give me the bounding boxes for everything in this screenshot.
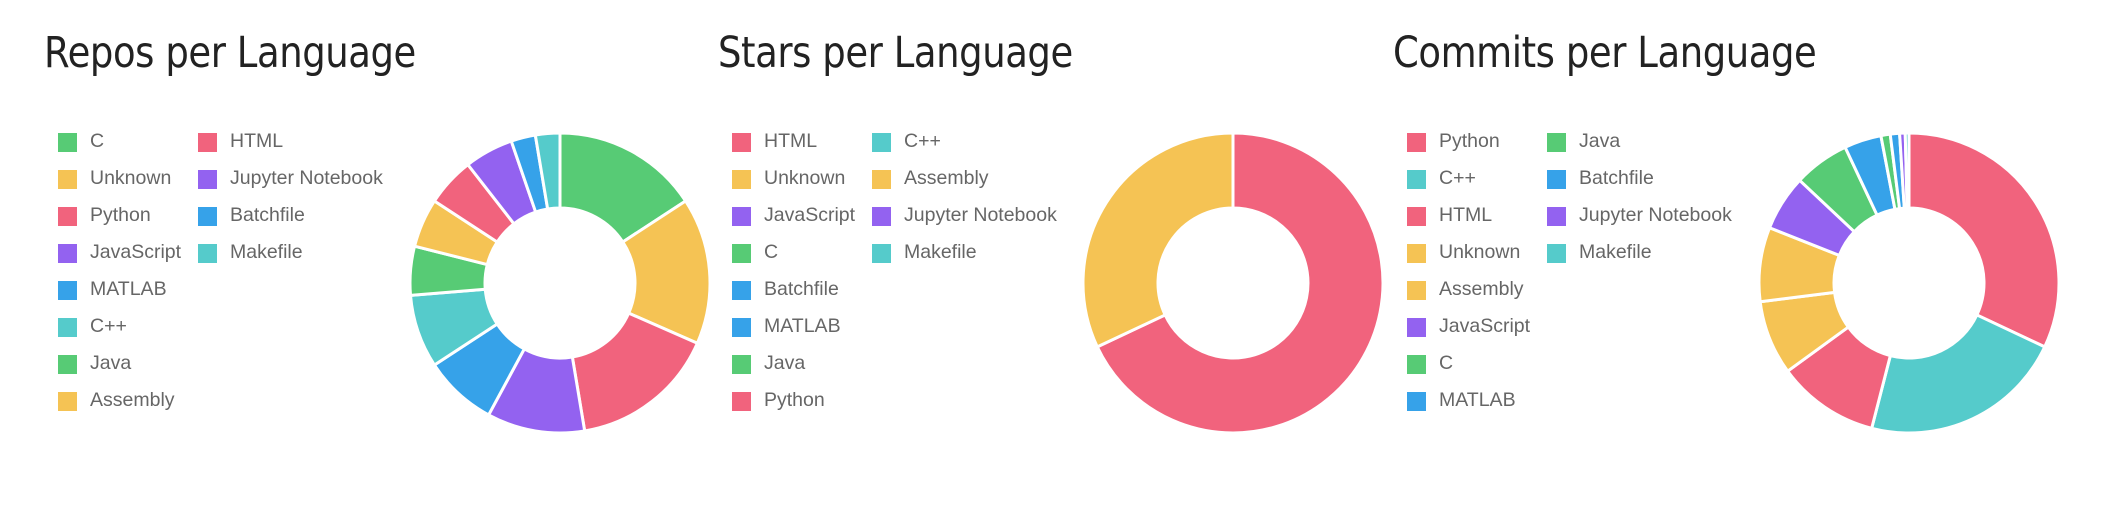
legend-swatch	[1407, 170, 1426, 189]
legend-swatch	[872, 170, 891, 189]
legend-swatch	[1407, 355, 1426, 374]
legend-label: Python	[90, 204, 151, 226]
legend-label: C++	[1439, 167, 1476, 189]
donut-slice-html[interactable]	[1095, 131, 1385, 435]
legend-swatch	[872, 207, 891, 226]
legend-label: Batchfile	[1579, 167, 1654, 189]
legend-swatch	[58, 355, 77, 374]
legend-swatch	[1547, 133, 1566, 152]
legend-label: Python	[1439, 130, 1500, 152]
donut-chart	[1757, 131, 2061, 435]
legend-swatch	[1547, 170, 1566, 189]
legend-label: Unknown	[764, 167, 846, 189]
legend-swatch	[198, 133, 217, 152]
legend-swatch	[198, 170, 217, 189]
legend-swatch	[58, 133, 77, 152]
legend-swatch	[58, 281, 77, 300]
legend-label: HTML	[1439, 204, 1493, 226]
legend-label: JavaScript	[764, 204, 856, 226]
legend-swatch	[1407, 244, 1426, 263]
legend-swatch	[198, 244, 217, 263]
legend-swatch	[58, 392, 77, 411]
legend-swatch	[732, 207, 751, 226]
legend-label: Assembly	[1439, 278, 1524, 300]
legend-label: HTML	[230, 130, 284, 152]
legend-label: C++	[904, 130, 941, 152]
legend-swatch	[872, 133, 891, 152]
legend-swatch	[732, 318, 751, 337]
legend-label: Makefile	[1579, 241, 1652, 263]
legend-swatch	[1407, 318, 1426, 337]
legend-label: Java	[1579, 130, 1621, 152]
legend-label: C	[1439, 352, 1454, 374]
legend-swatch	[58, 318, 77, 337]
donut-slice-unknown[interactable]	[1081, 131, 1235, 349]
donut-chart	[1081, 131, 1385, 435]
legend-swatch	[872, 244, 891, 263]
legend-label: Jupyter Notebook	[904, 204, 1057, 226]
stars-chart-panel: Stars per Language HTML Unknown JavaScript…	[674, 0, 1385, 506]
legend-swatch	[58, 170, 77, 189]
legend-label: Batchfile	[764, 278, 839, 300]
chart-title: Commits per Language	[1393, 28, 1817, 78]
legend-swatch	[732, 133, 751, 152]
legend-label: Unknown	[1439, 241, 1521, 263]
legend-label: Java	[90, 352, 132, 374]
legend-label: Java	[764, 352, 806, 374]
legend-label: C++	[90, 315, 127, 337]
legend-swatch	[198, 207, 217, 226]
legend-swatch	[1407, 281, 1426, 300]
legend-label: Python	[764, 389, 825, 411]
legend-swatch	[732, 281, 751, 300]
legend-label: Makefile	[230, 241, 303, 263]
legend-label: Batchfile	[230, 204, 305, 226]
legend-swatch	[732, 244, 751, 263]
commits-chart-panel: Commits per Language Python C++ HTML Unknow…	[1349, 0, 2061, 506]
legend-swatch	[1407, 207, 1426, 226]
repos-chart-panel: Repos per Language C Unknown Python JavaScr…	[0, 0, 712, 506]
legend-label: Makefile	[904, 241, 977, 263]
legend-label: Unknown	[90, 167, 172, 189]
chart-title: Repos per Language	[44, 28, 416, 78]
donut-slice-c-[interactable]	[1870, 313, 2047, 435]
donut-slice-makefile[interactable]	[533, 131, 562, 211]
legend-swatch	[1547, 244, 1566, 263]
legend-label: Assembly	[904, 167, 989, 189]
legend-label: MATLAB	[1439, 389, 1516, 411]
legend-label: Jupyter Notebook	[1579, 204, 1732, 226]
legend-label: MATLAB	[764, 315, 841, 337]
legend-label: JavaScript	[90, 241, 182, 263]
legend-swatch	[1407, 133, 1426, 152]
legend-swatch	[732, 170, 751, 189]
legend-swatch	[732, 355, 751, 374]
legend-swatch	[1407, 392, 1426, 411]
legend-label: Jupyter Notebook	[230, 167, 383, 189]
legend-swatch	[732, 392, 751, 411]
legend-label: C	[764, 241, 779, 263]
legend-swatch	[58, 207, 77, 226]
legend-swatch	[1547, 207, 1566, 226]
chart-title: Stars per Language	[718, 28, 1073, 78]
legend-label: JavaScript	[1439, 315, 1531, 337]
legend-swatch	[58, 244, 77, 263]
donut-slice-makefile[interactable]	[1903, 131, 1911, 210]
donut-chart	[408, 131, 712, 435]
legend-label: Assembly	[90, 389, 175, 411]
legend-label: C	[90, 130, 105, 152]
legend-label: HTML	[764, 130, 818, 152]
legend-label: MATLAB	[90, 278, 167, 300]
donut-slice-python[interactable]	[1907, 131, 2061, 349]
